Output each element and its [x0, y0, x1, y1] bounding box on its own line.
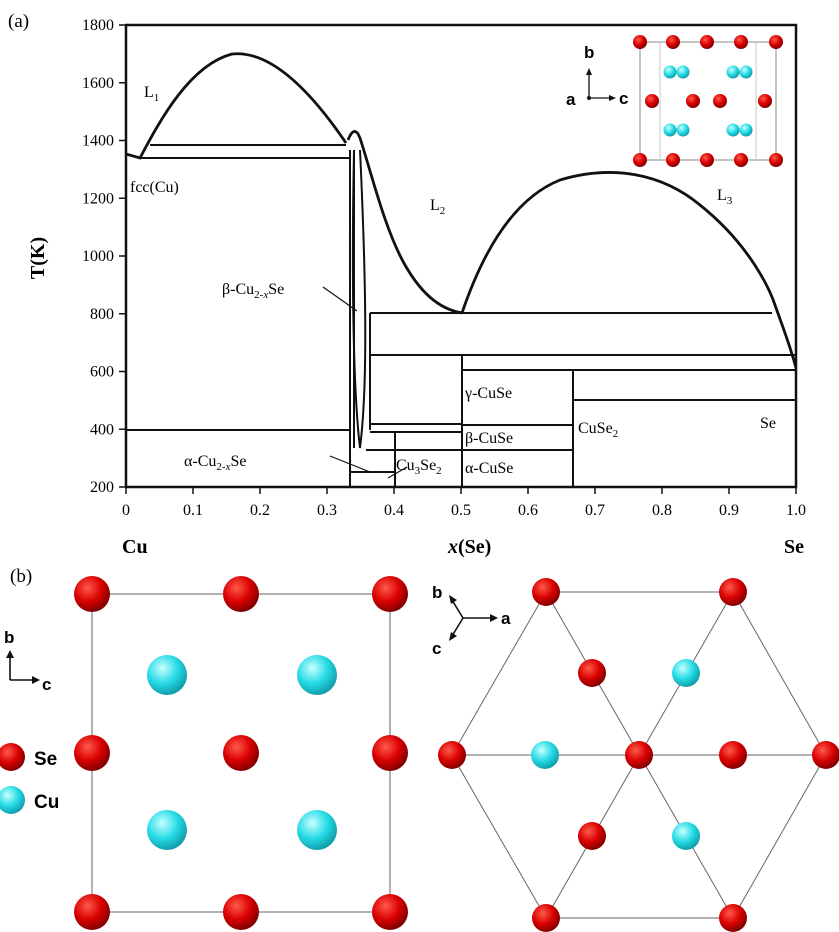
legend-cu-label: Cu	[34, 792, 59, 813]
axis-indicator-right: b a c	[432, 583, 511, 658]
structure-left-atoms	[74, 576, 408, 930]
region-gamma-cuse: γ-CuSe	[464, 385, 512, 402]
region-se: Se	[760, 415, 776, 432]
x-axis-label-cu: Cu	[122, 536, 148, 558]
region-fcc-cu: fcc(Cu)	[130, 179, 179, 196]
liquidus-l3	[460, 171, 798, 369]
left-axis-c: c	[42, 675, 51, 694]
phase-boundaries	[126, 144, 796, 487]
x-tick-label: 0.8	[652, 502, 672, 519]
inset-axis-c: c	[619, 89, 628, 108]
y-tick-label: 1000	[82, 248, 114, 265]
x-tick-label: 0.2	[250, 502, 270, 519]
inset-axis-b: b	[584, 43, 594, 62]
leader-lines	[322, 286, 408, 479]
y-tick-label: 1600	[82, 75, 114, 92]
x-tick-label: 0.5	[451, 502, 471, 519]
legend-se-swatch	[0, 743, 25, 771]
y-axis-title: T(K)	[27, 237, 49, 279]
y-tick-label: 400	[90, 421, 114, 438]
x-tick-label: 0	[122, 502, 130, 519]
inset-axis-a: a	[566, 90, 576, 109]
x-axis-label-se: Se	[784, 536, 804, 558]
x-tick-label: 0.6	[518, 502, 538, 519]
right-axis-b: b	[432, 583, 442, 602]
y-tick-label: 1800	[82, 17, 114, 34]
region-beta-cu2-x-se: β-Cu2-xSe	[222, 281, 284, 301]
region-l2: L2	[430, 197, 445, 217]
panel-b-label: (b)	[10, 566, 32, 587]
y-tick-label: 600	[90, 364, 114, 381]
panel-a-label: (a)	[8, 11, 29, 32]
liquidus-l2	[346, 130, 463, 315]
y-tick-label: 800	[90, 306, 114, 323]
x-axis-ticks: 0 0.1 0.2 0.3 0.4 0.5 0.6 0.7 0.8 0.9 1.0	[122, 487, 806, 519]
y-axis-ticks: 200 400 600 800 1000 1200 1400 1600 1800	[82, 17, 126, 496]
x-axis-title: x(Se)	[447, 536, 491, 558]
x-tick-label: 0.3	[317, 502, 337, 519]
y-tick-label: 200	[90, 479, 114, 496]
region-beta-cuse: β-CuSe	[465, 430, 513, 447]
axis-indicator-left: b c	[4, 628, 51, 694]
region-l1: L1	[144, 84, 159, 104]
left-axis-b: b	[4, 628, 14, 647]
x-tick-label: 0.4	[384, 502, 404, 519]
structure-left	[74, 576, 408, 930]
y-tick-label: 1200	[82, 190, 114, 207]
y-tick-label: 1400	[82, 133, 114, 150]
inset-atoms	[633, 35, 783, 167]
right-axis-c: c	[432, 639, 441, 658]
x-tick-label: 0.7	[585, 502, 605, 519]
inset-axis-indicator: b a c	[566, 43, 628, 109]
region-alpha-cu2-x-se: α-Cu2-xSe	[184, 453, 246, 473]
structure-right-atoms	[438, 578, 839, 932]
legend-cu-swatch	[0, 786, 25, 814]
region-cu3se2: Cu3Se2	[396, 457, 442, 477]
x-tick-label: 0.1	[183, 502, 203, 519]
region-l3: L3	[717, 187, 733, 207]
region-alpha-cuse: α-CuSe	[465, 460, 513, 477]
legend: Se Cu	[0, 743, 59, 814]
region-cuse2: CuSe2	[578, 420, 618, 440]
liquidus-curves	[125, 52, 798, 369]
x-tick-label: 1.0	[786, 502, 806, 519]
inset-structure: b a c	[566, 35, 783, 167]
right-axis-a: a	[501, 609, 511, 628]
structure-right	[438, 578, 839, 932]
x-tick-label: 0.9	[719, 502, 739, 519]
liquidus-l1	[125, 52, 348, 160]
legend-se-label: Se	[34, 749, 57, 770]
